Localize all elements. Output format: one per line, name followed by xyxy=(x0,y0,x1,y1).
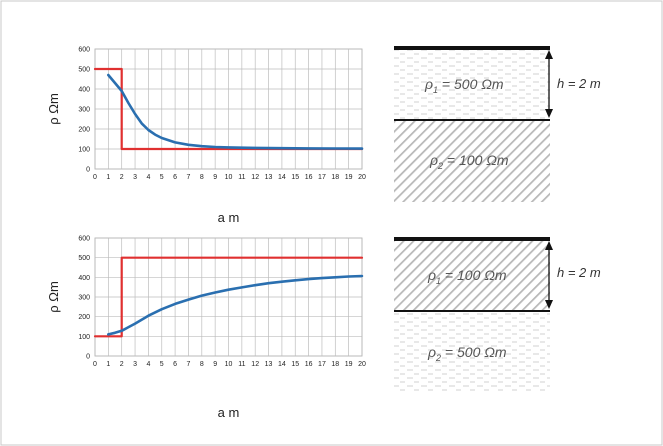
layer2-label-bottom: ρ2 = 500 Ωm xyxy=(427,344,507,363)
x-axis-label: a m xyxy=(218,405,240,420)
y-axis-label: ρ Ωm xyxy=(46,281,61,313)
x-tick-label: 14 xyxy=(278,174,286,181)
x-tick-label: 17 xyxy=(318,174,326,181)
x-tick-label: 10 xyxy=(225,361,233,368)
x-tick-label: 7 xyxy=(186,361,190,368)
x-tick-label: 2 xyxy=(120,361,124,368)
apparent-resistivity-curve xyxy=(107,73,364,150)
layer1-label-top: ρ1 = 500 Ωm xyxy=(424,76,504,95)
layer2-top xyxy=(394,120,550,202)
apparent-resistivity-curve xyxy=(107,274,364,336)
x-tick-label: 4 xyxy=(146,174,150,181)
x-tick-label: 11 xyxy=(238,174,245,181)
x-tick-label: 8 xyxy=(200,174,204,181)
x-tick-label: 13 xyxy=(265,361,273,368)
x-tick-label: 0 xyxy=(93,361,97,368)
y-tick-label: 600 xyxy=(78,236,90,243)
y-tick-label: 100 xyxy=(78,334,90,341)
x-tick-label: 14 xyxy=(278,361,286,368)
x-tick-label: 19 xyxy=(345,174,353,181)
x-axis-label: a m xyxy=(218,210,240,225)
y-tick-label: 400 xyxy=(78,275,90,282)
x-tick-label: 9 xyxy=(213,361,217,368)
x-tick-label: 8 xyxy=(200,361,204,368)
y-tick-label: 600 xyxy=(78,47,90,54)
x-tick-label: 15 xyxy=(291,361,299,368)
layer1-bottom xyxy=(394,239,550,311)
y-tick-label: 200 xyxy=(78,127,90,134)
x-tick-label: 12 xyxy=(251,174,259,181)
x-tick-label: 5 xyxy=(160,361,164,368)
thickness-arrow-top xyxy=(545,50,553,118)
x-tick-label: 17 xyxy=(318,361,326,368)
x-tick-label: 15 xyxy=(291,174,299,181)
x-tick-label: 1 xyxy=(106,174,110,181)
x-tick-label: 20 xyxy=(358,174,366,181)
chart-top: 0 1 2 3 4 5 6 7 8 9 10 11 12 13 14 15 16 17 18 19 2001002003… xyxy=(46,47,366,226)
layer-diagram-bottom: h = 2 m ρ1 = 100 Ωm ρ2 = 500 Ωm xyxy=(394,237,601,393)
x-tick-label: 3 xyxy=(133,361,137,368)
x-tick-label: 0 xyxy=(93,174,97,181)
x-tick-label: 10 xyxy=(225,174,233,181)
y-axis-label: ρ Ωm xyxy=(46,93,61,125)
x-tick-label: 11 xyxy=(238,361,245,368)
x-tick-label: 6 xyxy=(173,361,177,368)
x-tick-label: 13 xyxy=(265,174,273,181)
x-tick-label: 16 xyxy=(305,361,313,368)
x-tick-label: 16 xyxy=(305,174,313,181)
layer2-label-top: ρ2 = 100 Ωm xyxy=(429,152,509,171)
model-step-line xyxy=(93,256,364,338)
y-tick-label: 500 xyxy=(78,255,90,262)
x-tick-label: 1 xyxy=(106,361,110,368)
x-tick-label: 7 xyxy=(186,174,190,181)
thickness-arrow-bottom xyxy=(545,241,553,309)
x-tick-label: 20 xyxy=(358,361,366,368)
x-tick-label: 5 xyxy=(160,174,164,181)
x-tick-label: 19 xyxy=(345,361,353,368)
x-tick-label: 18 xyxy=(331,361,339,368)
layer2-bottom xyxy=(394,311,550,393)
x-tick-label: 18 xyxy=(331,174,339,181)
layer-diagram-top: h = 2 m ρ1 = 500 Ωm ρ2 = 100 Ωm xyxy=(394,46,601,202)
y-tick-label: 400 xyxy=(78,87,90,94)
y-tick-label: 300 xyxy=(78,295,90,302)
y-tick-label: 500 xyxy=(78,67,90,74)
y-tick-label: 0 xyxy=(86,167,90,174)
chart-bottom: 0 1 2 3 4 5 6 7 8 9 10 11 12 13 14 15 16 17 18 19 2001002003… xyxy=(46,236,366,421)
layer1-top xyxy=(394,48,550,120)
x-tick-label: 12 xyxy=(251,361,259,368)
model-step-line xyxy=(93,67,364,151)
x-tick-label: 6 xyxy=(173,174,177,181)
y-tick-label: 0 xyxy=(86,354,90,361)
thickness-label-top: h = 2 m xyxy=(557,76,601,91)
thickness-label-bottom: h = 2 m xyxy=(557,265,601,280)
y-tick-label: 300 xyxy=(78,107,90,114)
y-tick-label: 100 xyxy=(78,147,90,154)
y-tick-label: 200 xyxy=(78,314,90,321)
x-tick-label: 2 xyxy=(120,174,124,181)
layer1-label-bottom: ρ1 = 100 Ωm xyxy=(427,267,507,286)
x-tick-label: 4 xyxy=(146,361,150,368)
x-tick-label: 3 xyxy=(133,174,137,181)
x-tick-label: 9 xyxy=(213,174,217,181)
